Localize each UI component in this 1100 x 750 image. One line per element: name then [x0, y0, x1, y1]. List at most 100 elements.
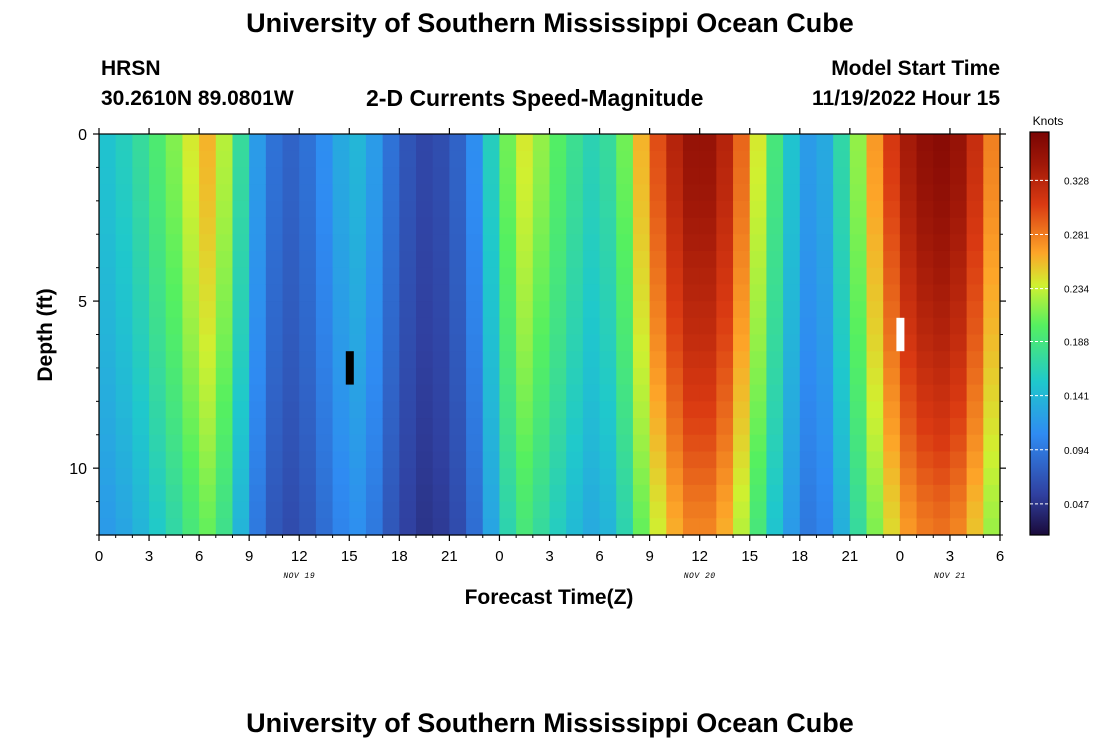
- heatmap-cell: [816, 217, 834, 235]
- heatmap-cell: [766, 184, 784, 202]
- heatmap-cell: [532, 284, 551, 302]
- heatmap-cell: [883, 401, 901, 419]
- heatmap-cell: [532, 250, 551, 269]
- heatmap-cell: [649, 518, 667, 536]
- heatmap-cell: [182, 217, 200, 235]
- heatmap-cell: [399, 501, 417, 519]
- heatmap-cell: [716, 234, 734, 252]
- heatmap-cell: [866, 418, 884, 436]
- heatmap-cell: [716, 217, 734, 235]
- heatmap-cell: [799, 468, 818, 486]
- heatmap-cell: [365, 184, 384, 202]
- heatmap-cell: [766, 401, 784, 419]
- heatmap-cell: [132, 134, 150, 152]
- heatmap-cell: [899, 250, 918, 269]
- heatmap-cell: [532, 200, 551, 219]
- heatmap-cell: [799, 184, 818, 202]
- y-axis: 0 5 10: [69, 127, 1006, 536]
- heatmap-cell: [332, 167, 350, 185]
- heatmap-cell: [115, 134, 133, 152]
- date-label: NOV 20: [684, 572, 716, 581]
- heatmap-cell: [332, 468, 350, 486]
- heatmap-cell: [132, 234, 150, 252]
- heatmap-cell: [282, 484, 300, 503]
- heatmap-cell: [933, 217, 951, 235]
- heatmap-cell: [332, 217, 350, 235]
- heatmap-cell: [899, 434, 918, 453]
- heatmap-cell: [332, 150, 350, 169]
- heatmap-cell: [799, 484, 818, 503]
- heatmap-cell: [132, 501, 150, 519]
- heatmap-cell: [365, 284, 384, 302]
- heatmap-cell: [566, 451, 584, 469]
- heatmap-cell: [916, 384, 934, 402]
- heatmap-cell: [649, 418, 667, 436]
- heatmap-cell: [399, 284, 417, 302]
- heatmap-cell: [466, 234, 484, 252]
- heatmap-cell: [249, 301, 267, 319]
- heatmap-cell: [733, 250, 751, 269]
- heatmap-cell: [582, 451, 601, 469]
- heatmap-cell: [949, 284, 968, 302]
- heatmap-cell: [466, 317, 484, 336]
- heatmap-cell: [582, 250, 601, 269]
- heatmap-cell: [566, 334, 584, 352]
- heatmap-cell: [666, 451, 684, 469]
- heatmap-cell: [666, 284, 684, 302]
- heatmap-cell: [699, 134, 717, 152]
- heatmap-cell: [866, 367, 884, 386]
- heatmap-cell: [265, 384, 284, 402]
- heatmap-cell: [199, 217, 217, 235]
- heatmap-cell: [466, 150, 484, 169]
- heatmap-cell: [149, 518, 167, 536]
- heatmap-cell: [482, 167, 501, 185]
- heatmap-cell: [666, 384, 684, 402]
- heatmap-cell: [532, 334, 551, 352]
- heatmap-cell: [365, 217, 384, 235]
- heatmap-cell: [399, 351, 417, 369]
- heatmap-cell: [566, 468, 584, 486]
- heatmap-cell: [549, 167, 567, 185]
- heatmap-cell: [199, 518, 217, 536]
- heatmap-cell: [699, 234, 717, 252]
- heatmap-cell: [432, 234, 450, 252]
- heatmap-cell: [749, 484, 768, 503]
- heatmap-cell: [349, 217, 367, 235]
- heatmap-cell: [883, 418, 901, 436]
- heatmap-cell: [466, 167, 484, 185]
- heatmap-cell: [766, 284, 784, 302]
- colorbar-tick-label: 0.281: [1064, 230, 1089, 241]
- heatmap-cell: [449, 434, 467, 453]
- heatmap-cell: [332, 200, 350, 219]
- heatmap-cell: [949, 451, 968, 469]
- heatmap-cell: [132, 334, 150, 352]
- heatmap-cell: [382, 284, 400, 302]
- heatmap-cell: [215, 484, 234, 503]
- heatmap-cell: [232, 384, 250, 402]
- heatmap-cell: [315, 484, 334, 503]
- heatmap-cell: [699, 451, 717, 469]
- heatmap-cell: [749, 367, 768, 386]
- heatmap-cell: [449, 317, 467, 336]
- heatmap-cell: [716, 351, 734, 369]
- heatmap-cell: [282, 150, 300, 169]
- heatmap-cell: [99, 418, 117, 436]
- heatmap-cell: [165, 351, 184, 369]
- x-tick-label: 12: [691, 548, 708, 565]
- heatmap-cell: [432, 451, 450, 469]
- heatmap-cell: [966, 367, 984, 386]
- heatmap-cell: [833, 434, 851, 453]
- heatmap-cell: [632, 468, 651, 486]
- colorbar-tick-label: 0.234: [1064, 285, 1089, 296]
- heatmap-cell: [466, 367, 484, 386]
- heatmap-cell: [249, 217, 267, 235]
- heatmap-cell: [499, 351, 517, 369]
- heatmap-cell: [799, 451, 818, 469]
- heatmap-cell: [716, 250, 734, 269]
- heatmap-cell: [466, 484, 484, 503]
- heatmap-cell: [799, 217, 818, 235]
- heatmap-cell: [265, 401, 284, 419]
- heatmap-cell: [249, 434, 267, 453]
- heatmap-cell: [749, 234, 768, 252]
- heatmap-cell: [349, 317, 367, 336]
